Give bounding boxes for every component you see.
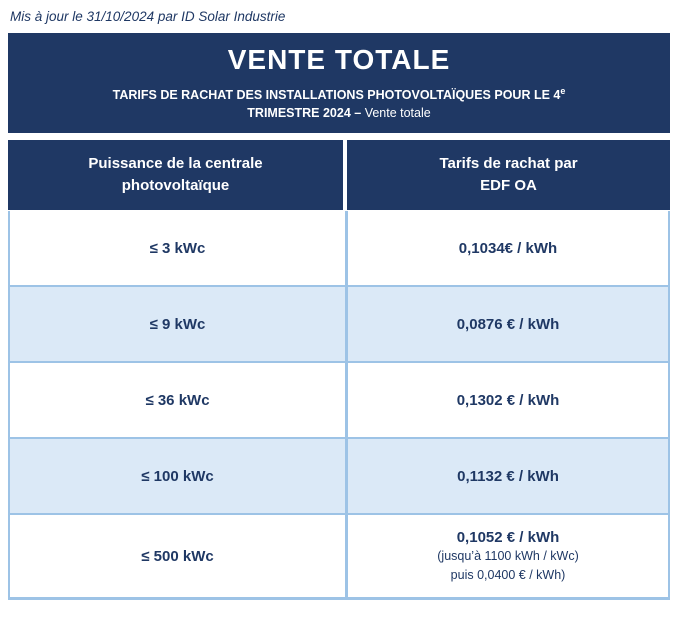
table-header-row: Puissance de la centrale photovoltaïque … (8, 140, 670, 210)
power-cell: ≤ 9 kWc (10, 287, 348, 361)
column-header-power: Puissance de la centrale photovoltaïque (8, 140, 343, 210)
tariff-note-2: puis 0,0400 € / kWh) (450, 567, 566, 582)
column-header-power-line2: photovoltaïque (121, 177, 230, 194)
table-row: ≤ 36 kWc 0,1302 € / kWh (10, 361, 668, 437)
table-body: ≤ 3 kWc 0,1034€ / kWh ≤ 9 kWc 0,0876 € /… (8, 211, 670, 600)
column-header-tariff-line2: EDF OA (480, 177, 537, 194)
power-value: ≤ 500 kWc (141, 547, 214, 565)
power-value: ≤ 100 kWc (141, 467, 214, 485)
column-header-power-line1: Puissance de la centrale (88, 154, 263, 172)
table-row: ≤ 100 kWc 0,1132 € / kWh (10, 437, 668, 513)
tariff-value: 0,1034€ / kWh (458, 239, 558, 257)
tariff-value: 0,0876 € / kWh (456, 315, 560, 333)
table-row: ≤ 3 kWc 0,1034€ / kWh (10, 211, 668, 285)
banner-subtitle-line2-regular: Vente totale (364, 106, 431, 121)
tariff-value: 0,1302 € / kWh (456, 391, 560, 409)
tariff-value: 0,1052 € / kWh (456, 528, 560, 546)
table-row: ≤ 500 kWc 0,1052 € / kWh (jusqu’à 1100 k… (10, 513, 668, 597)
tariff-cell: 0,0876 € / kWh (348, 287, 668, 361)
banner-subtitle-line2-bold: TRIMESTRE 2024 – (247, 106, 365, 121)
table-row: ≤ 9 kWc 0,0876 € / kWh (10, 285, 668, 361)
banner-subtitle: TARIFS DE RACHAT DES INSTALLATIONS PHOTO… (8, 85, 670, 122)
tariff-cell: 0,1034€ / kWh (348, 211, 668, 285)
power-value: ≤ 9 kWc (149, 315, 206, 333)
power-cell: ≤ 3 kWc (10, 211, 348, 285)
column-header-tariff-line1: Tarifs de rachat par (439, 154, 578, 172)
banner: VENTE TOTALE TARIFS DE RACHAT DES INSTAL… (8, 33, 670, 133)
power-cell: ≤ 36 kWc (10, 363, 348, 437)
tariff-cell: 0,1052 € / kWh (jusqu’à 1100 kWh / kWc) … (348, 515, 668, 597)
tariff-cell: 0,1302 € / kWh (348, 363, 668, 437)
banner-subtitle-line1: TARIFS DE RACHAT DES INSTALLATIONS PHOTO… (112, 88, 561, 103)
tariff-value: 0,1132 € / kWh (457, 467, 559, 485)
column-header-tariff: Tarifs de rachat par EDF OA (347, 140, 670, 210)
update-note: Mis à jour le 31/10/2024 par ID Solar In… (10, 9, 286, 24)
tariff-note-1: (jusqu’à 1100 kWh / kWc) (437, 548, 579, 563)
banner-subtitle-superscript: e (560, 86, 566, 96)
banner-title: VENTE TOTALE (227, 44, 451, 75)
tariff-cell: 0,1132 € / kWh (348, 439, 668, 513)
power-cell: ≤ 100 kWc (10, 439, 348, 513)
power-value: ≤ 36 kWc (145, 391, 210, 409)
power-cell: ≤ 500 kWc (10, 515, 348, 597)
power-value: ≤ 3 kWc (149, 239, 206, 257)
